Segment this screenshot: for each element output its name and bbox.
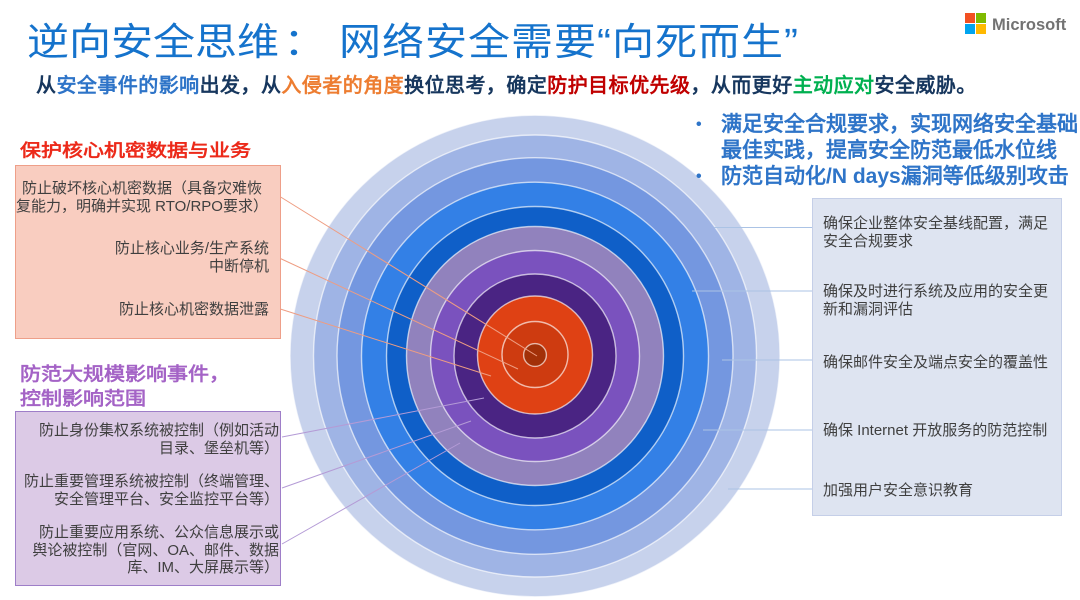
svg-text:Microsoft: Microsoft: [992, 16, 1067, 34]
